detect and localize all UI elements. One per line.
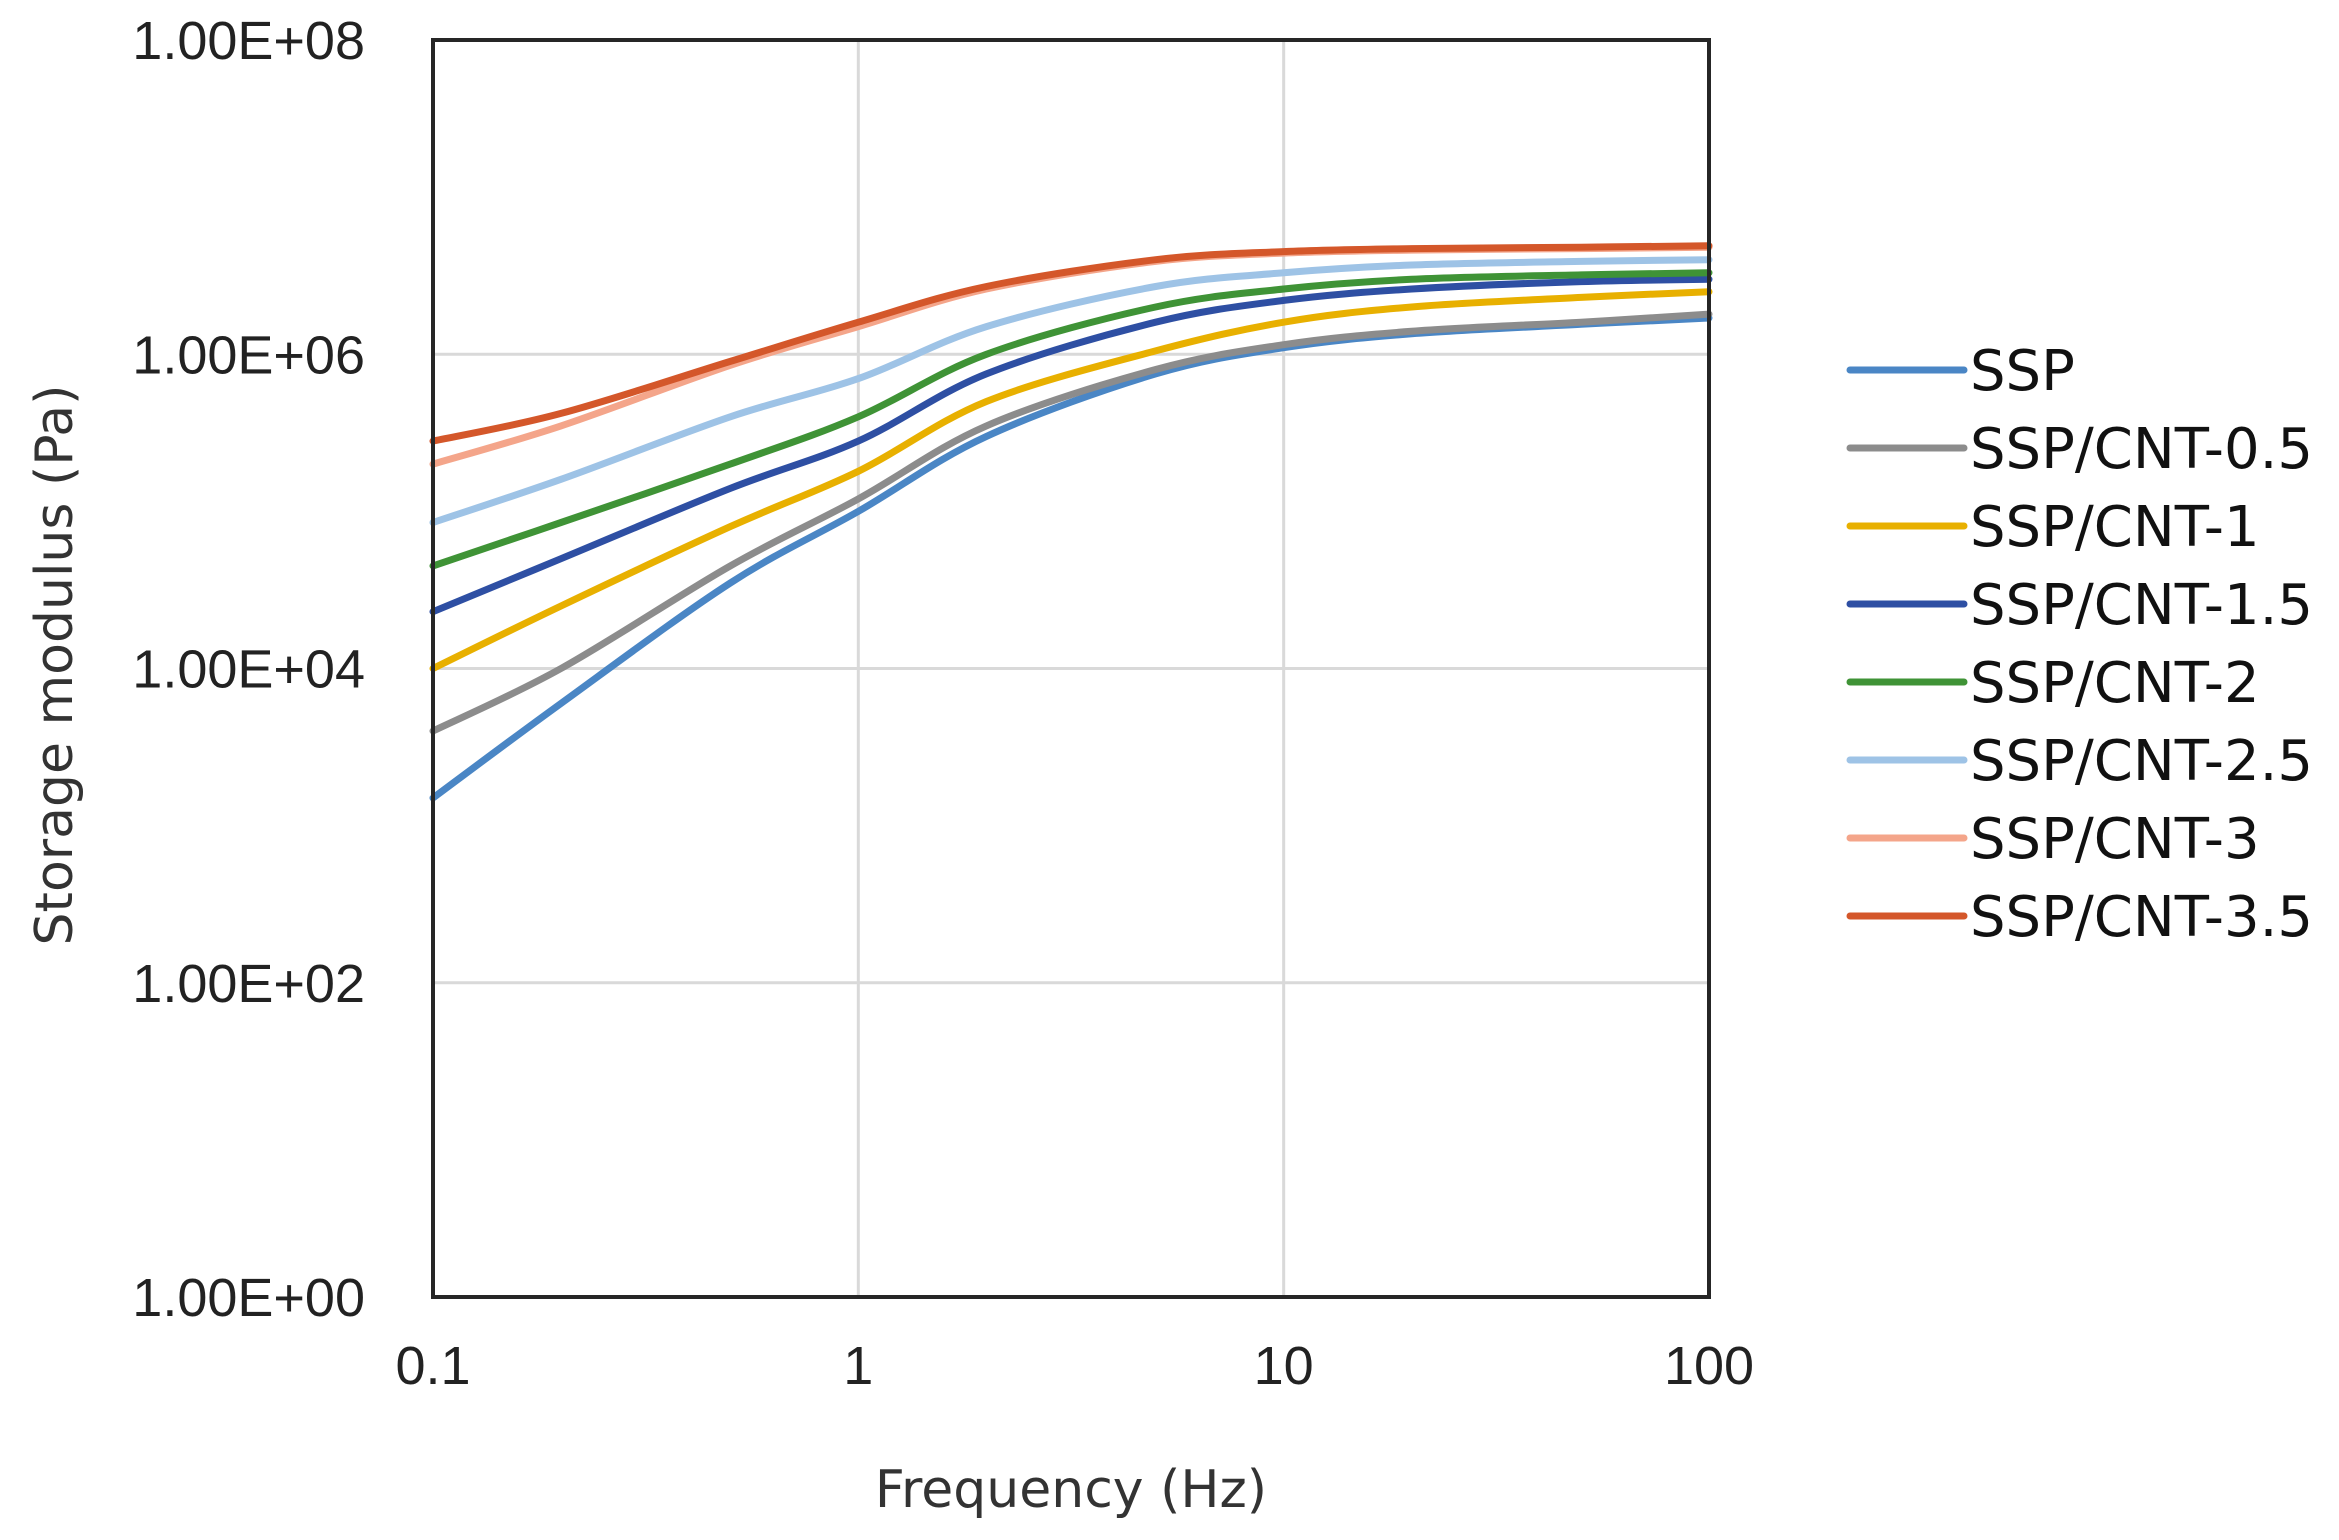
legend-label-ssp: SSP bbox=[1970, 339, 2075, 404]
plot-frame bbox=[431, 38, 1711, 1299]
series-line-ssp-cnt-2-5 bbox=[429, 256, 1713, 526]
y-tick-label: 1.00E+02 bbox=[132, 954, 365, 1014]
y-tick-label: 1.00E+04 bbox=[132, 640, 365, 700]
legend-label-ssp-cnt-1-5: SSP/CNT-1.5 bbox=[1970, 573, 2313, 638]
y-tick-label: 1.00E+08 bbox=[132, 11, 365, 71]
tick-labels: 0.1 1 10 100 1.00E+00 1.00E+02 1.00E+04 1.00E+0… bbox=[132, 11, 1754, 1396]
legend: SSP SSP/CNT-0.5 SSP/CNT-1 SSP/CNT-1.5 SSP/CN… bbox=[1846, 339, 2313, 950]
series-line-ssp-cnt-1-5 bbox=[429, 275, 1713, 616]
series-line-ssp-cnt-1 bbox=[429, 288, 1713, 672]
series-line-ssp-cnt-3-5 bbox=[429, 242, 1713, 445]
series-line-ssp-cnt-2 bbox=[429, 269, 1713, 570]
x-tick-label: 100 bbox=[1664, 1336, 1754, 1396]
y-tick-label: 1.00E+06 bbox=[132, 325, 365, 385]
x-axis-title: Frequency (Hz) bbox=[875, 1460, 1267, 1520]
series-line-ssp bbox=[429, 314, 1713, 802]
legend-label-ssp-cnt-1: SSP/CNT-1 bbox=[1970, 495, 2260, 560]
x-tick-label: 10 bbox=[1254, 1336, 1314, 1396]
series-layer bbox=[429, 242, 1713, 802]
x-tick-label: 1 bbox=[843, 1336, 873, 1396]
legend-label-ssp-cnt-0-5: SSP/CNT-0.5 bbox=[1970, 417, 2313, 482]
x-tick-label: 0.1 bbox=[395, 1336, 470, 1396]
y-axis-title: Storage modulus (Pa) bbox=[25, 385, 85, 946]
legend-label-ssp-cnt-2: SSP/CNT-2 bbox=[1970, 651, 2260, 716]
grid-layer bbox=[433, 40, 1709, 1297]
series-line-ssp-cnt-0-5 bbox=[429, 310, 1713, 735]
y-tick-label: 1.00E+00 bbox=[132, 1268, 365, 1328]
legend-label-ssp-cnt-3: SSP/CNT-3 bbox=[1970, 807, 2260, 872]
legend-label-ssp-cnt-3-5: SSP/CNT-3.5 bbox=[1970, 885, 2313, 950]
legend-label-ssp-cnt-2-5: SSP/CNT-2.5 bbox=[1970, 729, 2313, 794]
